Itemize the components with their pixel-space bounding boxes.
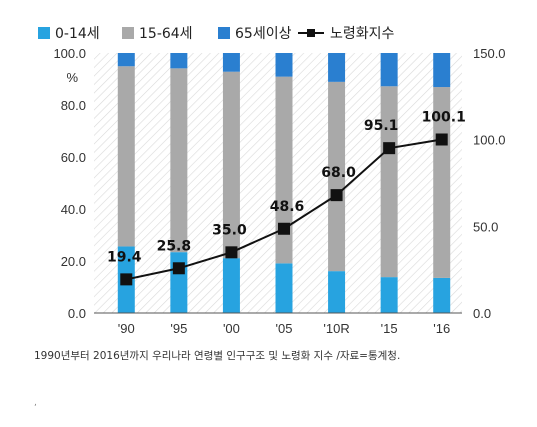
bar-15-series-0 <box>380 277 398 313</box>
legend: 0-14세 15-64세 65세이상 노령화지수 <box>38 26 395 42</box>
axes: 0.0 20.0 40.0 60.0 80.0 100.0% 0.0 50.0 100.0 150… <box>53 46 505 336</box>
bar-90-series-2 <box>117 53 135 67</box>
data-label: 48.6 <box>270 199 305 215</box>
y-right-tick: 0.0 <box>473 306 491 321</box>
bar-05-series-1 <box>275 76 293 264</box>
x-tick: '05 <box>276 321 293 336</box>
data-label: 100.1 <box>422 109 466 125</box>
x-tick: '95 <box>170 321 187 336</box>
bars <box>117 53 451 313</box>
aging-index-line <box>120 133 448 286</box>
legend-1-label: 15-64세 <box>139 26 193 42</box>
aging-index-marker <box>383 142 396 155</box>
y-left-tick: 100.0 <box>53 46 86 61</box>
bar-00-series-2 <box>222 53 240 72</box>
bar-16-series-2 <box>433 53 451 88</box>
bar-16-series-0 <box>433 277 451 313</box>
aging-index-marker <box>120 273 133 286</box>
bar-90-series-1 <box>117 66 135 247</box>
aging-index-marker <box>172 262 185 275</box>
bar-15-series-1 <box>380 86 398 278</box>
bar-10R-series-0 <box>328 271 346 313</box>
data-labels: 19.4 25.8 35.0 48.6 68.0 95.1 100.1 <box>107 109 466 265</box>
y-left-tick: 40.0 <box>61 202 86 217</box>
y-right-tick: 100.0 <box>473 133 506 148</box>
y-right-tick: 50.0 <box>473 219 498 234</box>
legend-0-label: 0-14세 <box>55 26 100 42</box>
y-left-unit: % <box>66 70 78 85</box>
aging-index-marker <box>278 222 290 235</box>
data-label: 95.1 <box>364 118 399 134</box>
bar-10R-series-2 <box>328 53 346 82</box>
legend-1-swatch <box>122 27 134 39</box>
bar-05-series-2 <box>275 53 293 77</box>
bar-95-series-1 <box>170 68 188 253</box>
y-left-tick: 0.0 <box>68 306 86 321</box>
y-left-tick: 60.0 <box>61 150 86 165</box>
bar-05-series-0 <box>275 263 293 313</box>
legend-3-swatch-marker <box>307 29 315 37</box>
data-label: 35.0 <box>212 222 247 238</box>
bar-10R-series-1 <box>328 81 346 272</box>
bar-15-series-2 <box>380 53 398 87</box>
chart: 0-14세 15-64세 65세이상 노령화지수 0.0 20.0 40.0 60.0 80.… <box>38 26 506 336</box>
y-left-tick: 80.0 <box>61 98 86 113</box>
y-right-tick: 150.0 <box>473 46 506 61</box>
x-tick: '16 <box>433 321 450 336</box>
data-label: 25.8 <box>157 238 192 254</box>
x-tick: '10R <box>323 321 349 336</box>
data-label: 19.4 <box>107 249 142 265</box>
bar-00-series-0 <box>222 258 240 313</box>
legend-2-swatch <box>218 27 230 39</box>
x-tick: '15 <box>381 321 398 336</box>
legend-0-swatch <box>38 27 50 39</box>
stray-mark: , <box>34 398 37 408</box>
aging-index-marker <box>435 133 448 146</box>
data-label: 68.0 <box>321 165 356 181</box>
legend-2-label: 65세이상 <box>235 26 292 42</box>
legend-3-label: 노령화지수 <box>330 26 395 42</box>
bar-95-series-2 <box>170 53 188 69</box>
bar-95-series-0 <box>170 252 188 313</box>
x-tick: '90 <box>118 321 135 336</box>
caption: 1990년부터 2016년까지 우리나라 연령별 인구구조 및 노령화 지수 /… <box>34 350 401 362</box>
y-left-tick: 20.0 <box>61 254 86 269</box>
x-tick: '00 <box>223 321 240 336</box>
aging-index-marker <box>330 189 343 202</box>
aging-index-marker <box>225 246 238 259</box>
bar-00-series-1 <box>222 71 240 259</box>
